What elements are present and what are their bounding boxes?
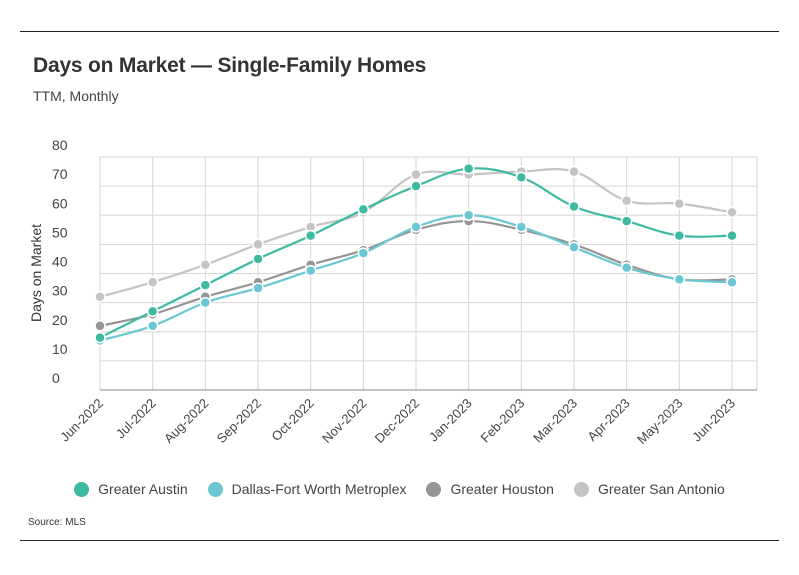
data-point-dallas-fort-worth-metroplex xyxy=(199,296,212,309)
y-tick-label: 70 xyxy=(52,166,68,182)
y-tick-label: 10 xyxy=(52,341,68,357)
legend-item-greater-san-antonio: Greater San Antonio xyxy=(573,481,725,497)
x-tick-label: Apr-2023 xyxy=(584,396,632,444)
y-tick-label: 30 xyxy=(52,283,68,299)
y-tick-label: 40 xyxy=(52,254,68,270)
data-point-dallas-fort-worth-metroplex xyxy=(146,320,159,332)
x-tick-label: Dec-2022 xyxy=(372,396,422,446)
data-point-greater-austin xyxy=(726,229,738,242)
x-tick-label: Jan-2023 xyxy=(426,396,475,445)
chart-subtitle: TTM, Monthly xyxy=(33,88,119,104)
y-tick-label: 20 xyxy=(52,312,68,328)
legend-label: Greater San Antonio xyxy=(597,481,725,497)
data-point-dallas-fort-worth-metroplex xyxy=(304,264,317,277)
data-point-greater-austin xyxy=(462,162,475,175)
legend-label: Dallas-Fort Worth Metroplex xyxy=(231,481,407,497)
legend-swatch xyxy=(207,481,223,497)
data-point-greater-austin xyxy=(515,171,528,184)
legend-swatch xyxy=(426,481,442,497)
y-tick-label: 0 xyxy=(52,370,60,386)
x-tick-label: Sep-2022 xyxy=(214,396,264,446)
x-tick-label: May-2023 xyxy=(634,396,685,447)
data-point-dallas-fort-worth-metroplex xyxy=(620,261,633,274)
data-point-greater-austin xyxy=(146,305,159,318)
data-point-greater-san-antonio xyxy=(94,291,106,303)
data-point-greater-austin xyxy=(568,200,580,213)
data-point-greater-san-antonio xyxy=(620,194,633,207)
legend-item-greater-houston: Greater Houston xyxy=(426,481,554,497)
x-tick-label: Jul-2022 xyxy=(113,396,159,442)
data-point-dallas-fort-worth-metroplex xyxy=(410,221,422,233)
x-tick-label: Nov-2022 xyxy=(319,396,369,446)
data-point-greater-austin xyxy=(252,253,264,265)
data-point-greater-san-antonio xyxy=(252,238,264,251)
data-point-dallas-fort-worth-metroplex xyxy=(673,273,686,286)
data-point-greater-austin xyxy=(673,229,686,242)
y-tick-label: 50 xyxy=(52,224,68,240)
x-tick-label: Feb-2023 xyxy=(477,396,527,446)
legend-swatch xyxy=(573,481,589,497)
y-axis-title: Days on Market xyxy=(28,224,44,322)
legend-swatch xyxy=(74,481,90,497)
data-point-dallas-fort-worth-metroplex xyxy=(515,221,528,233)
data-point-dallas-fort-worth-metroplex xyxy=(568,241,580,254)
data-point-greater-san-antonio xyxy=(568,165,580,178)
x-tick-label: Jun-2023 xyxy=(689,396,738,445)
data-point-dallas-fort-worth-metroplex xyxy=(462,209,475,221)
data-point-greater-san-antonio xyxy=(673,197,686,210)
data-point-greater-san-antonio xyxy=(146,276,159,288)
chart-legend: Greater Austin Dallas-Fort Worth Metrople… xyxy=(0,481,799,497)
data-point-greater-austin xyxy=(199,279,212,291)
y-tick-label: 60 xyxy=(52,195,68,211)
data-point-greater-austin xyxy=(94,331,106,344)
bottom-rule xyxy=(20,540,779,541)
data-point-greater-san-antonio xyxy=(199,259,212,271)
x-tick-label: Oct-2022 xyxy=(268,396,316,444)
x-tick-label: Jun-2022 xyxy=(57,396,106,445)
data-point-greater-austin xyxy=(304,229,317,242)
top-rule xyxy=(20,31,779,32)
chart-title: Days on Market — Single-Family Homes xyxy=(33,54,427,77)
legend-label: Greater Houston xyxy=(450,481,554,497)
legend-label: Greater Austin xyxy=(98,481,188,497)
data-point-dallas-fort-worth-metroplex xyxy=(252,282,264,294)
data-point-greater-san-antonio xyxy=(726,206,738,219)
data-point-dallas-fort-worth-metroplex xyxy=(726,276,738,288)
data-point-greater-austin xyxy=(357,203,370,216)
data-point-greater-austin xyxy=(410,180,422,192)
data-point-dallas-fort-worth-metroplex xyxy=(357,247,370,259)
x-tick-label: Mar-2023 xyxy=(530,396,580,446)
x-tick-label: Aug-2022 xyxy=(161,396,211,446)
data-point-greater-houston xyxy=(94,320,106,332)
legend-item-greater-austin: Greater Austin xyxy=(74,481,188,497)
data-point-greater-san-antonio xyxy=(410,168,422,181)
data-point-greater-austin xyxy=(620,215,633,227)
source-note: Source: MLS xyxy=(28,517,86,528)
legend-item-dallas-fort-worth-metroplex: Dallas-Fort Worth Metroplex xyxy=(207,481,407,497)
y-tick-label: 80 xyxy=(52,137,68,153)
